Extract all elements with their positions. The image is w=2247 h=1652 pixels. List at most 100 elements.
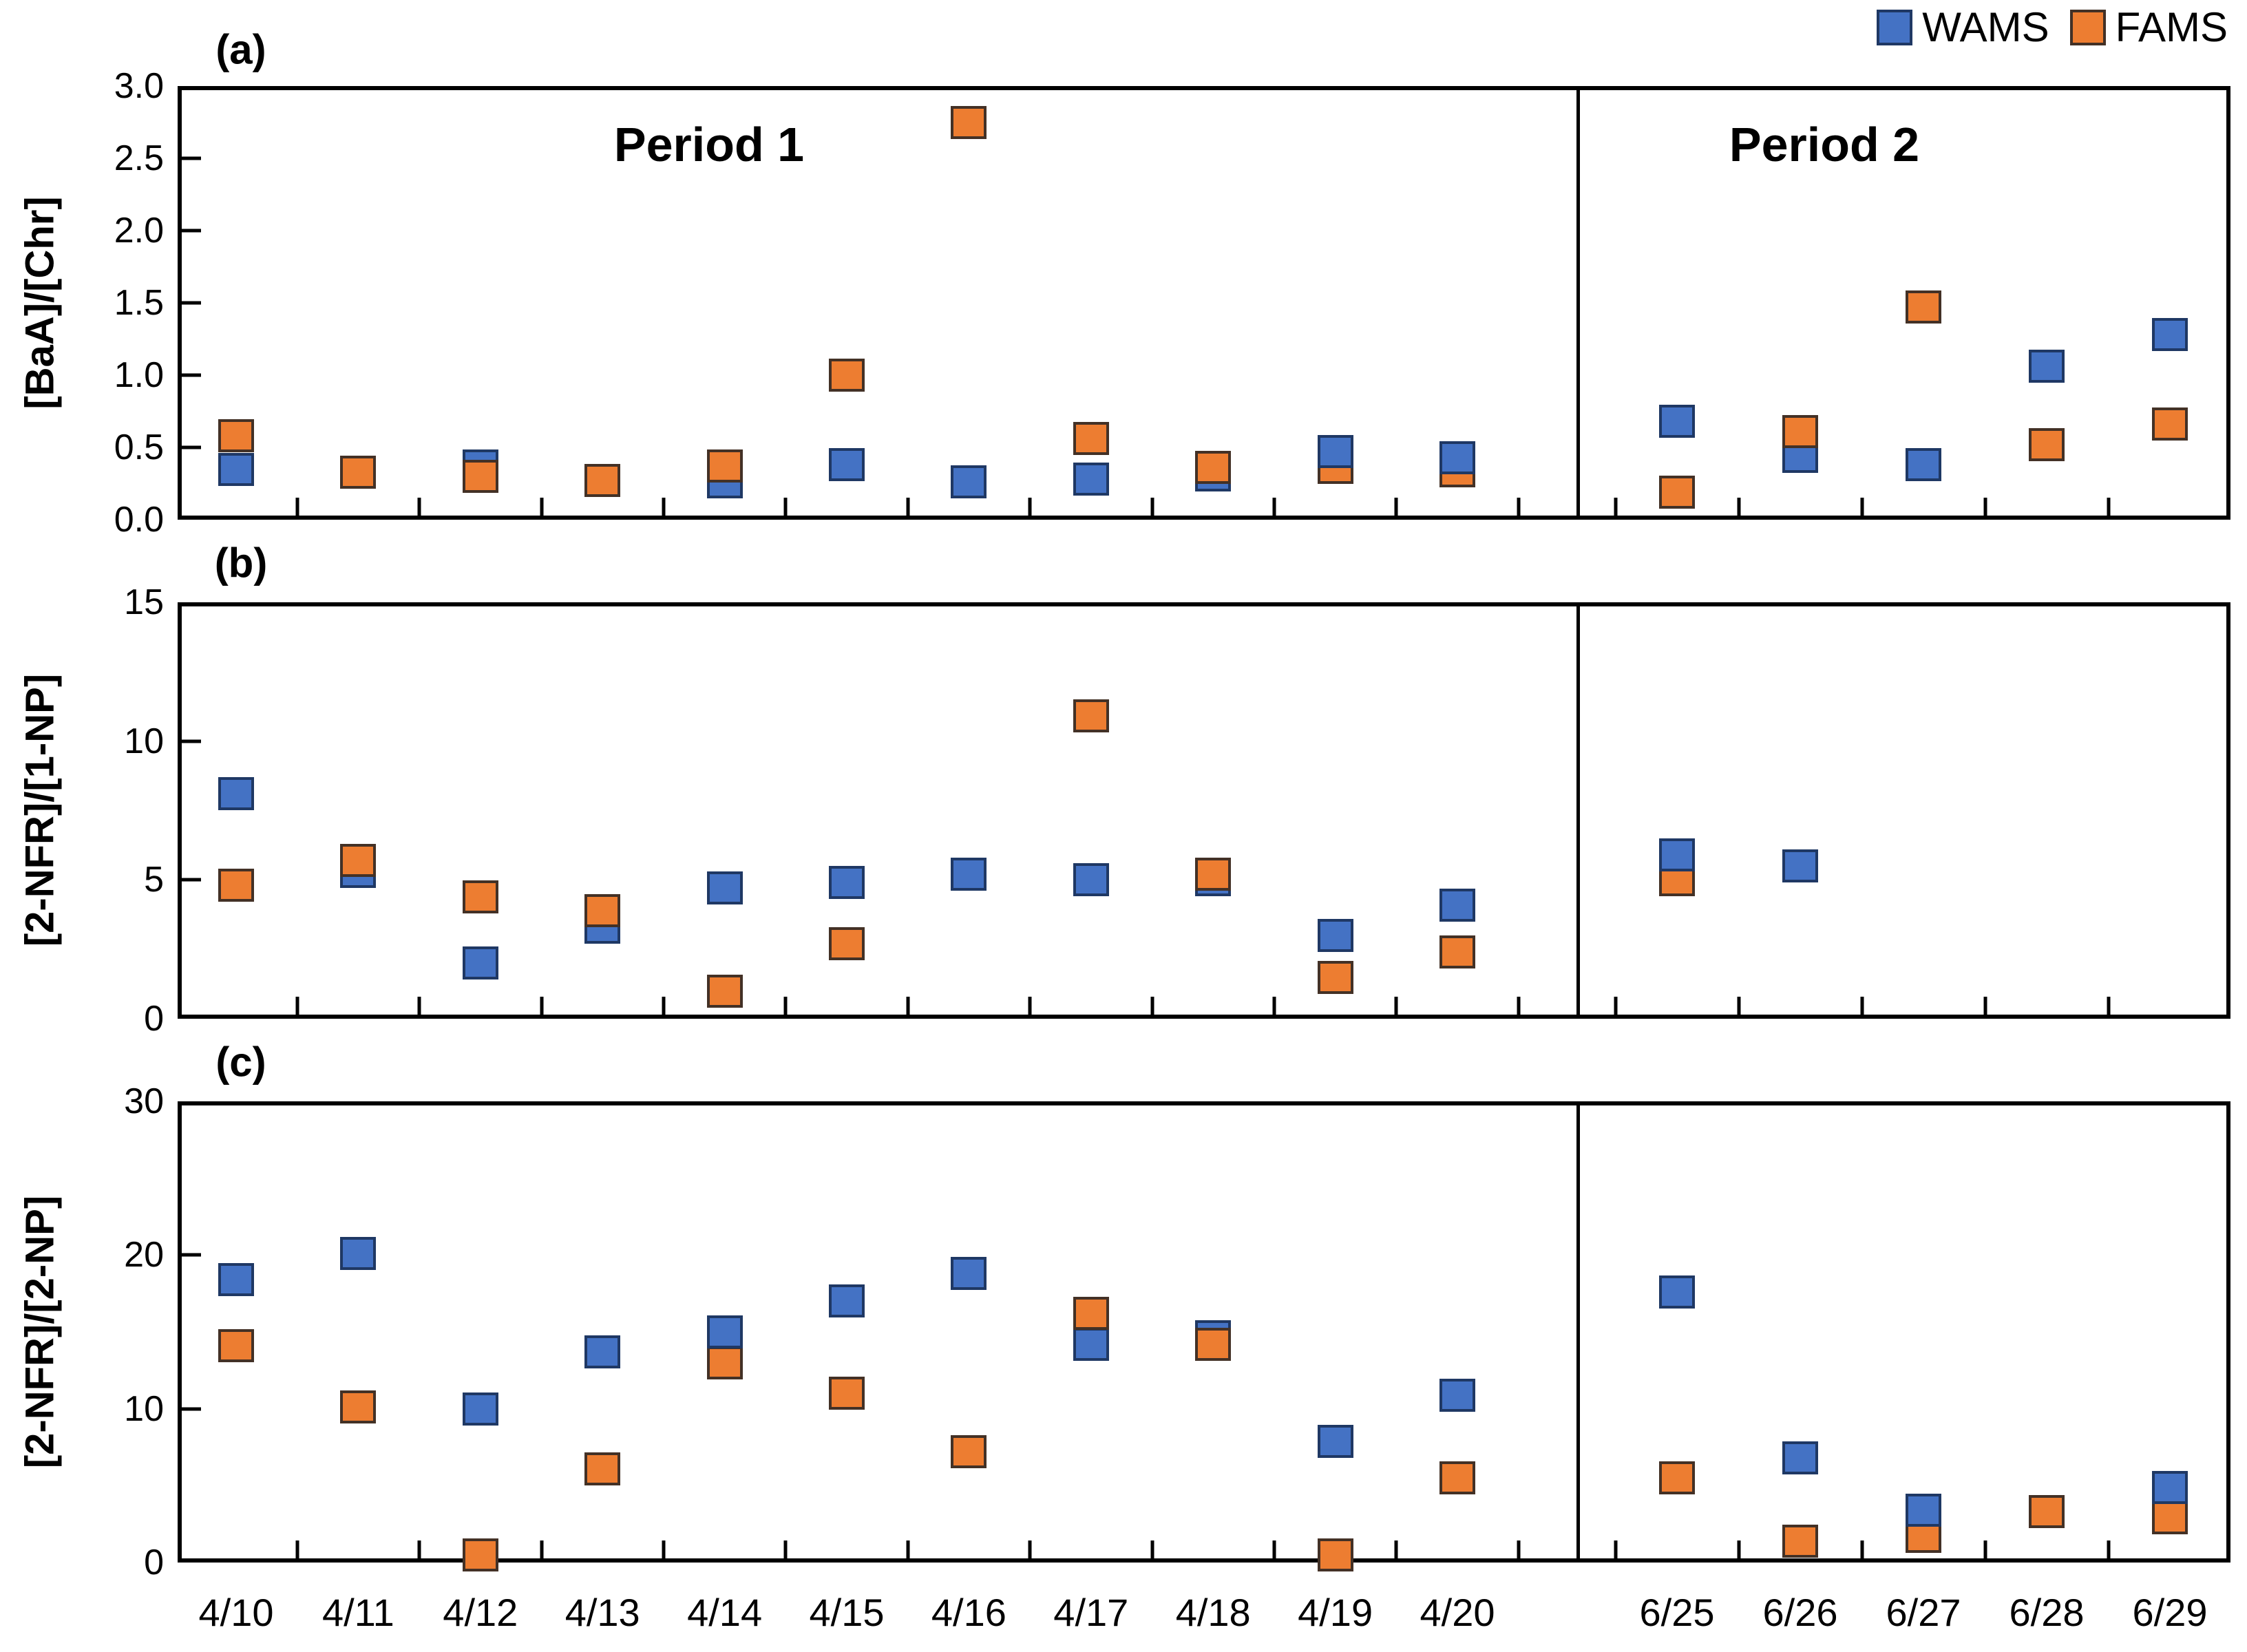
x-tick (1272, 1540, 1276, 1560)
x-tick (295, 498, 299, 517)
wams-marker-a-6/25 (1659, 405, 1695, 438)
wams-marker-a-6/29 (2152, 318, 2188, 352)
fams-marker-a-4/18 (1195, 451, 1232, 485)
x-tick (1614, 1540, 1617, 1560)
wams-marker-a-4/19 (1317, 435, 1353, 469)
fams-marker-c-4/11 (340, 1390, 377, 1424)
fams-marker-c-4/19 (1317, 1538, 1353, 1571)
x-tick (295, 997, 299, 1016)
x-tick (1150, 498, 1154, 517)
fams-marker-a-4/17 (1073, 422, 1109, 456)
x-tick (906, 997, 910, 1016)
y-tick-label: 2.0 (114, 211, 164, 251)
wams-marker-b-4/12 (462, 946, 498, 980)
date-label-6/25: 6/25 (1639, 1591, 1715, 1634)
x-tick (2107, 1540, 2110, 1560)
x-tick (1028, 1540, 1032, 1560)
y-tick (182, 878, 201, 882)
x-tick (1737, 997, 1740, 1016)
fams-marker-a-4/15 (829, 359, 865, 392)
x-tick (906, 1540, 910, 1560)
wams-marker-c-6/27 (1906, 1494, 1941, 1527)
x-tick (2107, 997, 2110, 1016)
x-tick (1983, 1540, 1987, 1560)
x-tick (1394, 1540, 1398, 1560)
fams-marker-c-4/13 (584, 1452, 621, 1485)
x-tick (1860, 1540, 1864, 1560)
fams-marker-c-4/16 (951, 1435, 987, 1469)
x-tick (417, 1540, 421, 1560)
fams-marker-b-4/13 (584, 893, 621, 927)
fams-swatch-icon (2069, 10, 2106, 45)
x-tick (540, 498, 543, 517)
fams-marker-b-4/17 (1073, 699, 1109, 733)
wams-marker-b-6/26 (1782, 849, 1818, 883)
wams-marker-c-6/25 (1659, 1275, 1695, 1309)
x-tick (540, 1540, 543, 1560)
y-tick-label: 3.0 (114, 66, 164, 106)
wams-marker-a-4/15 (829, 448, 865, 482)
fams-marker-c-4/20 (1439, 1461, 1475, 1495)
x-tick (662, 997, 666, 1016)
x-tick (662, 1540, 666, 1560)
fams-marker-c-6/28 (2029, 1495, 2065, 1529)
fams-marker-c-6/26 (1782, 1524, 1818, 1558)
y-tick-label: 0 (144, 1543, 164, 1582)
date-label-4/20: 4/20 (1420, 1591, 1495, 1634)
panel-letter-b: (b) (214, 540, 268, 586)
date-label-4/10: 4/10 (198, 1591, 274, 1634)
x-tick (1860, 997, 1864, 1016)
wams-marker-c-4/10 (218, 1263, 254, 1297)
fams-marker-a-4/13 (584, 464, 621, 498)
wams-marker-b-6/25 (1659, 838, 1695, 872)
wams-marker-a-4/10 (218, 452, 254, 486)
y-tick-label: 0.0 (114, 500, 164, 540)
fams-marker-c-4/14 (706, 1346, 743, 1379)
date-label-4/16: 4/16 (931, 1591, 1006, 1634)
fams-marker-c-4/10 (218, 1329, 254, 1363)
x-tick (783, 498, 788, 517)
date-label-6/29: 6/29 (2132, 1591, 2208, 1634)
wams-marker-c-4/14 (706, 1315, 743, 1348)
fams-marker-c-6/29 (2152, 1501, 2188, 1535)
y-tick-label: 0 (144, 999, 164, 1039)
wams-marker-c-6/26 (1782, 1441, 1818, 1475)
fams-marker-a-6/29 (2152, 407, 2188, 441)
x-tick (1614, 498, 1617, 517)
legend-label-wams: WAMS (1922, 4, 2049, 50)
date-label-6/26: 6/26 (1762, 1591, 1838, 1634)
legend-item-wams: WAMS (1877, 7, 2049, 48)
y-tick-label: 0.5 (114, 427, 164, 467)
wams-marker-b-4/10 (218, 777, 254, 811)
x-tick (1860, 498, 1864, 517)
wams-marker-a-4/17 (1073, 463, 1109, 496)
wams-marker-c-6/29 (2152, 1470, 2188, 1504)
date-label-4/13: 4/13 (565, 1591, 640, 1634)
fams-marker-a-6/26 (1782, 414, 1818, 448)
legend: WAMS FAMS (1877, 7, 2228, 48)
fams-marker-a-6/27 (1906, 290, 1941, 324)
x-tick (662, 498, 666, 517)
period-divider-c (1576, 1104, 1580, 1560)
y-tick (182, 301, 201, 305)
fams-marker-a-4/12 (462, 460, 498, 493)
fams-marker-a-4/10 (218, 419, 254, 453)
x-tick (783, 997, 788, 1016)
y-tick (182, 229, 201, 233)
fams-marker-c-4/12 (462, 1538, 498, 1571)
date-label-4/11: 4/11 (321, 1591, 394, 1634)
x-tick (906, 498, 910, 517)
legend-label-fams: FAMS (2115, 4, 2228, 50)
x-tick (1272, 997, 1276, 1016)
y-tick-label: 5 (144, 860, 164, 900)
y-tick-label: 20 (124, 1235, 164, 1275)
date-label-6/27: 6/27 (1886, 1591, 1961, 1634)
plot-area-c (178, 1101, 2230, 1563)
x-tick (540, 997, 543, 1016)
plot-area-a (178, 86, 2230, 520)
period-1-label: Period 1 (613, 118, 805, 171)
wams-marker-b-4/16 (951, 858, 987, 891)
fams-marker-c-4/17 (1073, 1297, 1109, 1331)
y-tick (182, 739, 201, 743)
x-tick (1394, 498, 1398, 517)
